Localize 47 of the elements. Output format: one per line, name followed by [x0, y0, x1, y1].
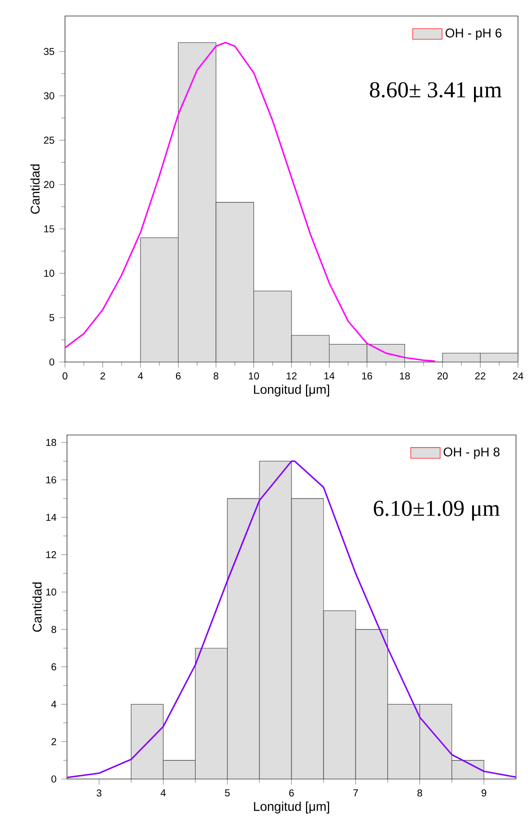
x-tick-label: 8: [417, 789, 422, 796]
legend-label: OH - pH 8: [444, 447, 500, 459]
x-tick-label: 20: [437, 372, 448, 380]
x-tick-label: 0: [62, 372, 68, 380]
y-tick-label: 18: [46, 438, 56, 446]
y-tick-label: 0: [49, 358, 54, 366]
x-tick-label: 14: [324, 372, 335, 380]
y-tick-label: 6: [52, 663, 56, 670]
y-tick-label: 10: [44, 270, 54, 277]
line-series: [67, 460, 516, 778]
y-tick-label: 5: [49, 314, 54, 322]
y-tick-label: 2: [52, 738, 56, 746]
x-tick-label: 16: [362, 372, 372, 380]
x-tick-label: 6: [289, 789, 294, 796]
x-axis-title: Longitud [μm]: [254, 802, 330, 814]
y-tick-label: 8: [51, 626, 56, 633]
x-tick-label: 4: [160, 789, 166, 796]
legend-label: OH - pH 6: [446, 28, 502, 40]
y-tick-label: 12: [46, 551, 56, 558]
x-tick-label: 8: [214, 372, 218, 380]
y-tick-label: 15: [44, 225, 54, 232]
annotation: 8.60± 3.41 μm: [370, 82, 502, 102]
y-tick-label: 25: [44, 136, 54, 144]
x-tick-label: 22: [475, 372, 486, 380]
y-tick-label: 14: [46, 514, 56, 521]
y-tick-label: 10: [46, 588, 56, 596]
y-axis-title: Cantidad: [30, 164, 40, 214]
x-tick-label: 3: [96, 789, 102, 796]
y-tick-label: 35: [44, 48, 54, 56]
y-axis-title: Cantidad: [32, 582, 42, 632]
x-axis-title: Longitud [μm]: [254, 384, 330, 396]
y-tick-label: 20: [44, 181, 54, 188]
x-tick-label: 4: [138, 372, 143, 380]
y-tick-label: 30: [44, 92, 54, 100]
y-tick-label: 4: [51, 700, 56, 708]
y-tick-label: 16: [46, 476, 56, 484]
x-tick-label: 24: [512, 372, 524, 380]
x-tick-label: 18: [400, 372, 410, 380]
x-tick-label: 9: [482, 789, 486, 796]
x-tick-label: 12: [286, 372, 297, 380]
x-tick-label: 10: [248, 372, 259, 380]
x-tick-label: 7: [353, 789, 358, 796]
x-tick-label: 6: [176, 372, 181, 380]
y-tick-label: 0: [51, 775, 56, 783]
x-tick-label: 5: [224, 789, 230, 796]
x-tick-label: 2: [100, 372, 106, 380]
annotation: 6.10±1.09 μm: [374, 500, 500, 521]
